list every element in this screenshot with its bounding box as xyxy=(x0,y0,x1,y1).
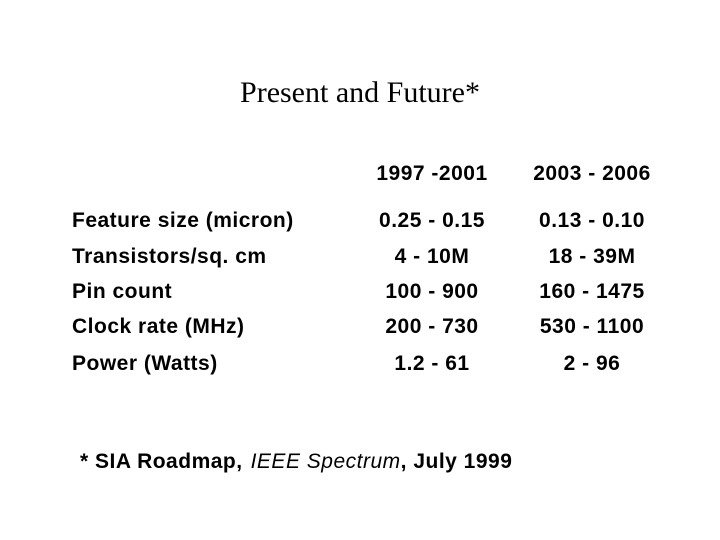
table-cell: 100 - 900 xyxy=(385,280,479,303)
table-cell: 1.2 - 61 xyxy=(394,352,470,375)
row-label: Power (Watts) xyxy=(72,352,218,375)
footnote-prefix: * SIA Roadmap, xyxy=(80,450,243,473)
table-cell: 0.13 - 0.10 xyxy=(539,209,645,232)
table-cell: 200 - 730 xyxy=(385,315,479,338)
table-cell: 4 - 10M xyxy=(394,245,470,268)
footnote-italic: IEEE Spectrum xyxy=(250,450,401,473)
column-header: 2003 - 2006 xyxy=(533,162,651,185)
footnote-suffix: , July 1999 xyxy=(400,450,513,473)
table-cell: 160 - 1475 xyxy=(539,280,645,303)
table-cell: 530 - 1100 xyxy=(539,315,645,338)
table-cell: 18 - 39M xyxy=(548,245,636,268)
table-cell: 0.25 - 0.15 xyxy=(379,209,485,232)
row-label: Clock rate (MHz) xyxy=(72,315,245,338)
row-label: Feature size (micron) xyxy=(72,209,294,232)
table-cell: 2 - 96 xyxy=(563,352,621,375)
column-header: 1997 -2001 xyxy=(376,162,488,185)
footnote: * SIA Roadmap, IEEE Spectrum, July 1999 xyxy=(80,450,512,474)
slide-title: Present and Future* xyxy=(240,76,480,109)
row-label: Pin count xyxy=(72,280,173,303)
row-label: Transistors/sq. cm xyxy=(72,245,267,268)
